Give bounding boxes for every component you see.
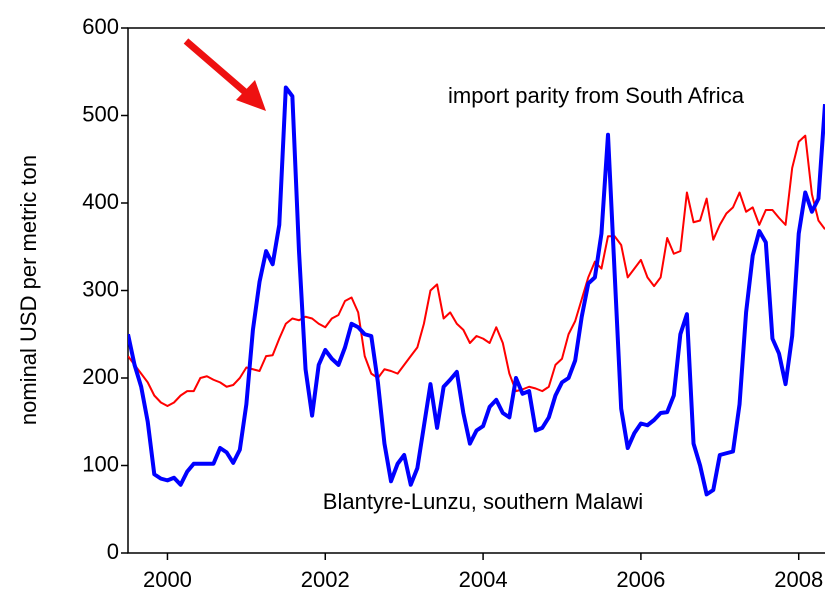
y-tick-label: 200 (82, 364, 119, 389)
x-tick-label: 2000 (143, 567, 192, 592)
x-tick-label: 2008 (774, 567, 823, 592)
plot-area (128, 85, 825, 497)
x-tick-label: 2004 (459, 567, 508, 592)
y-tick-label: 100 (82, 451, 119, 476)
series-annotation: import parity from South Africa (448, 83, 745, 108)
data-line (128, 85, 825, 497)
y-tick-label: 600 (82, 14, 119, 39)
series-annotation: Blantyre-Lunzu, southern Malawi (323, 489, 643, 514)
x-tick-label: 2002 (301, 567, 350, 592)
x-tick-label: 2006 (616, 567, 665, 592)
arrow-shaft (183, 38, 255, 101)
y-tick-label: 300 (82, 276, 119, 301)
y-tick-label: 0 (107, 539, 119, 564)
data-line (128, 134, 825, 407)
y-tick-label: 400 (82, 189, 119, 214)
y-tick-label: 500 (82, 101, 119, 126)
y-axis-label: nominal USD per metric ton (16, 155, 41, 425)
arrow-head (236, 80, 266, 111)
